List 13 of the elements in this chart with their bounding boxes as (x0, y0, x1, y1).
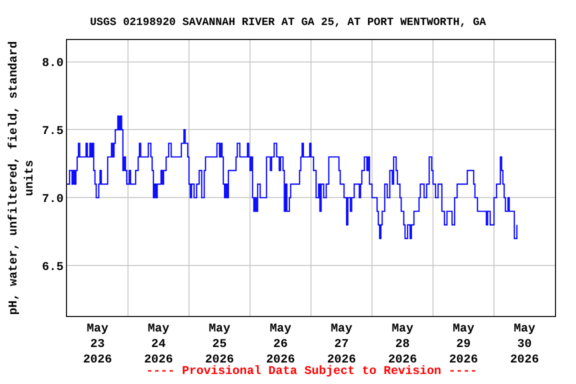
x-tick-label: May 24 2026 (144, 321, 173, 367)
x-tick-label: May 23 2026 (83, 321, 112, 367)
y-tick-label: 7.0 (42, 192, 64, 206)
text: ---- Provisional Data Subject to Revision ---- (146, 364, 478, 378)
y-axis-title: pH, water, unfiltered, field, standard units (6, 41, 36, 315)
x-tick-label: May 26 2026 (266, 321, 295, 367)
x-tick-label: May 29 2026 (449, 321, 478, 367)
y-tick-label: 6.5 (42, 260, 64, 274)
x-tick-label: May 25 2026 (205, 321, 234, 367)
x-tick-label: May 30 2026 (510, 321, 539, 367)
y-tick-label: 7.5 (42, 124, 64, 138)
chart-title: USGS 02198920 SAVANNAH RIVER AT GA 25, AT PORT WENTWORTH, GA (90, 16, 486, 29)
y-tick-label: 8.0 (42, 56, 64, 70)
